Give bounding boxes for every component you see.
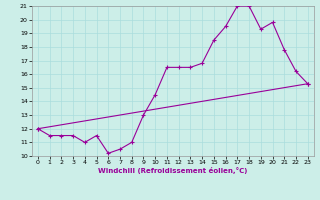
X-axis label: Windchill (Refroidissement éolien,°C): Windchill (Refroidissement éolien,°C)	[98, 167, 247, 174]
